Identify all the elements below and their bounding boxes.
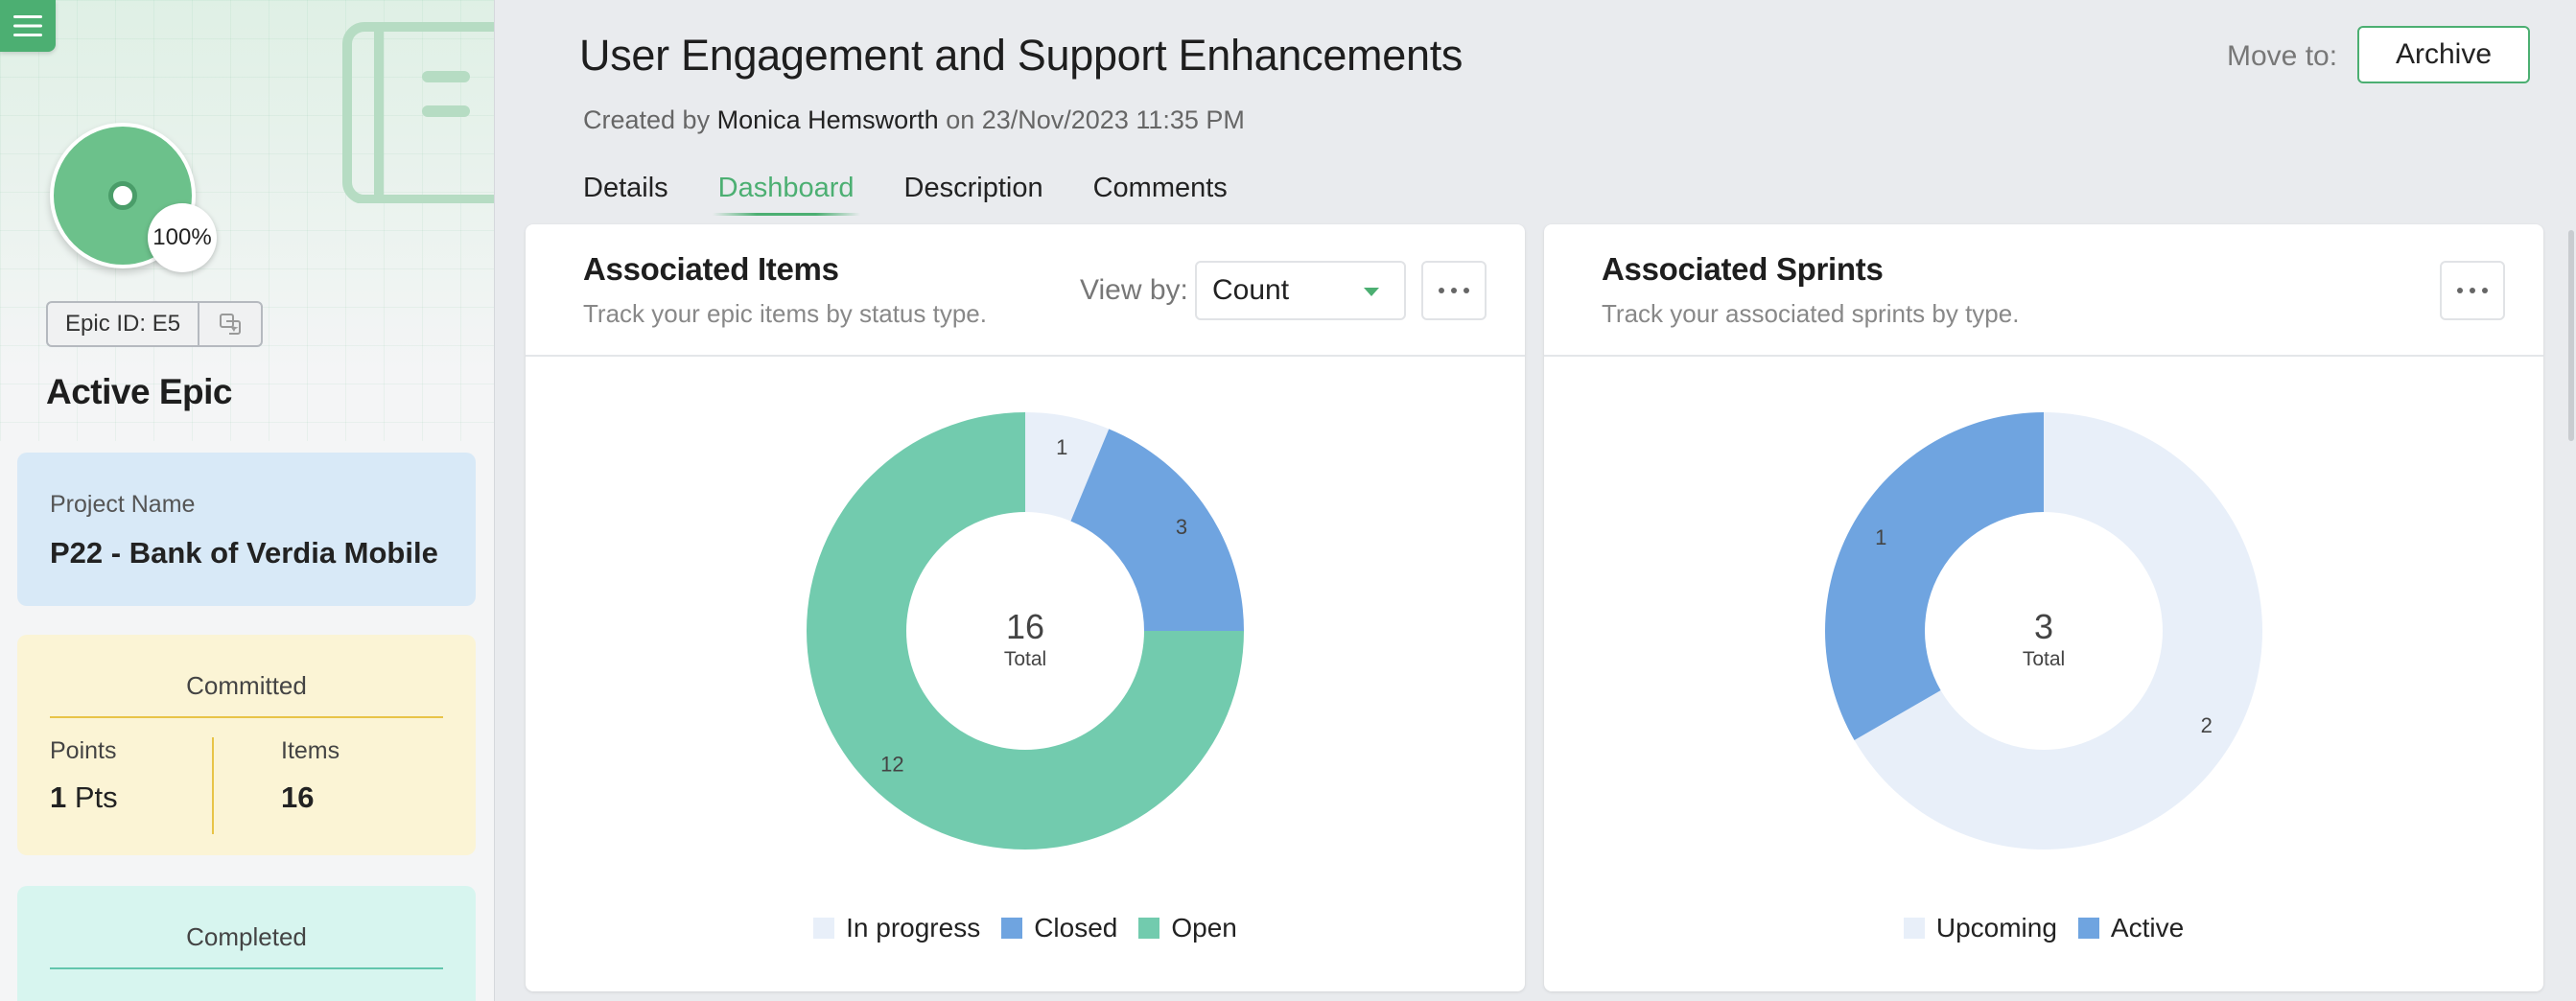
associated-sprints-card: Associated Sprints Track your associated… (1544, 224, 2543, 991)
items-legend: In progress Closed Open (526, 913, 1525, 943)
sprints-more-options-button[interactable] (2440, 261, 2505, 320)
items-center-label: Total (1004, 648, 1046, 670)
hamburger-icon (13, 15, 42, 36)
items-more-options-button[interactable] (1421, 261, 1487, 320)
view-by-select[interactable]: Count (1195, 261, 1406, 320)
archive-button[interactable]: Archive (2357, 26, 2530, 83)
created-by-line: Created by Monica Hemsworth on 23/Nov/20… (583, 105, 1245, 134)
committed-title: Committed (186, 671, 307, 700)
completed-divider (50, 967, 443, 969)
copy-epic-id-button[interactable] (199, 303, 261, 345)
associated-items-subtitle: Track your epic items by status type. (583, 299, 987, 328)
project-name-value: P22 - Bank of Verdia Mobile (50, 536, 438, 570)
epic-id-chip: Epic ID: E5 (46, 301, 264, 347)
committed-divider (50, 716, 443, 718)
associated-items-card: Associated Items Track your epic items b… (526, 224, 1525, 991)
tab-details[interactable]: Details (583, 173, 668, 203)
items-slice-closed[interactable] (1070, 429, 1244, 631)
items-slice-label: 3 (1176, 515, 1187, 539)
view-by-value: Count (1212, 274, 1290, 306)
sprints-legend: Upcoming Active (1544, 913, 2543, 943)
items-slice-in-progress[interactable] (1025, 412, 1110, 522)
items-center-value: 16 (1006, 607, 1044, 646)
chevron-down-icon (1364, 288, 1379, 296)
tab-comments[interactable]: Comments (1092, 173, 1228, 203)
tab-description[interactable]: Description (903, 173, 1043, 203)
more-horizontal-icon (1439, 288, 1469, 293)
associated-sprints-title: Associated Sprints (1602, 251, 1884, 287)
sprints-slice-label: 1 (1875, 525, 1886, 549)
sprints-center-label: Total (2023, 648, 2065, 670)
epic-status-title: Active Epic (46, 372, 232, 411)
completed-card: Completed (17, 886, 476, 1001)
sprints-slice-upcoming[interactable] (1854, 412, 2262, 850)
committed-items-label: Items (281, 737, 340, 764)
epic-id-label: Epic ID: E5 (48, 303, 200, 345)
items-donut-chart: 1 3 12 16 Total (526, 359, 1525, 896)
sidebar: 100% Epic ID: E5 Active Epic Project Nam… (0, 0, 495, 1001)
legend-item-closed[interactable]: Closed (1001, 913, 1117, 943)
committed-card: Committed Points 1 Pts Items 16 (17, 635, 476, 855)
legend-item-upcoming[interactable]: Upcoming (1903, 913, 2057, 943)
legend-item-in-progress[interactable]: In progress (813, 913, 980, 943)
project-name-label: Project Name (50, 491, 196, 518)
items-slice-label: 12 (880, 753, 903, 777)
items-slice-label: 1 (1056, 435, 1067, 459)
move-to-label: Move to: (2227, 40, 2338, 72)
page-scrollbar[interactable] (2568, 230, 2574, 441)
associated-items-title: Associated Items (583, 251, 839, 287)
sprints-donut-chart: 2 1 3 Total (1544, 359, 2543, 896)
legend-item-active[interactable]: Active (2077, 913, 2184, 943)
committed-points-label: Points (50, 737, 117, 764)
progress-percent-badge: 100% (148, 203, 217, 272)
sprints-center-value: 3 (2034, 607, 2053, 646)
sprints-slice-active[interactable] (1825, 412, 2044, 740)
tab-bar: Details Dashboard Description Comments (583, 173, 1277, 216)
completed-title: Completed (186, 922, 307, 951)
more-horizontal-icon (2457, 288, 2488, 293)
committed-points-value: 1 Pts (50, 780, 118, 814)
author-name: Monica Hemsworth (716, 105, 939, 134)
associated-sprints-subtitle: Track your associated sprints by type. (1602, 299, 2020, 328)
menu-button[interactable] (0, 0, 56, 52)
tab-dashboard[interactable]: Dashboard (712, 173, 860, 216)
committed-items-value: 16 (281, 780, 315, 814)
view-by-label: View by: (1080, 274, 1188, 306)
page-title: User Engagement and Support Enhancements (579, 31, 1464, 80)
project-name-card: Project Name P22 - Bank of Verdia Mobile (17, 453, 476, 606)
document-illustration-icon (342, 22, 494, 203)
legend-item-open[interactable]: Open (1138, 913, 1237, 943)
sprints-slice-label: 2 (2201, 713, 2213, 737)
copy-icon (220, 314, 242, 335)
items-slice-open[interactable] (807, 412, 1244, 850)
